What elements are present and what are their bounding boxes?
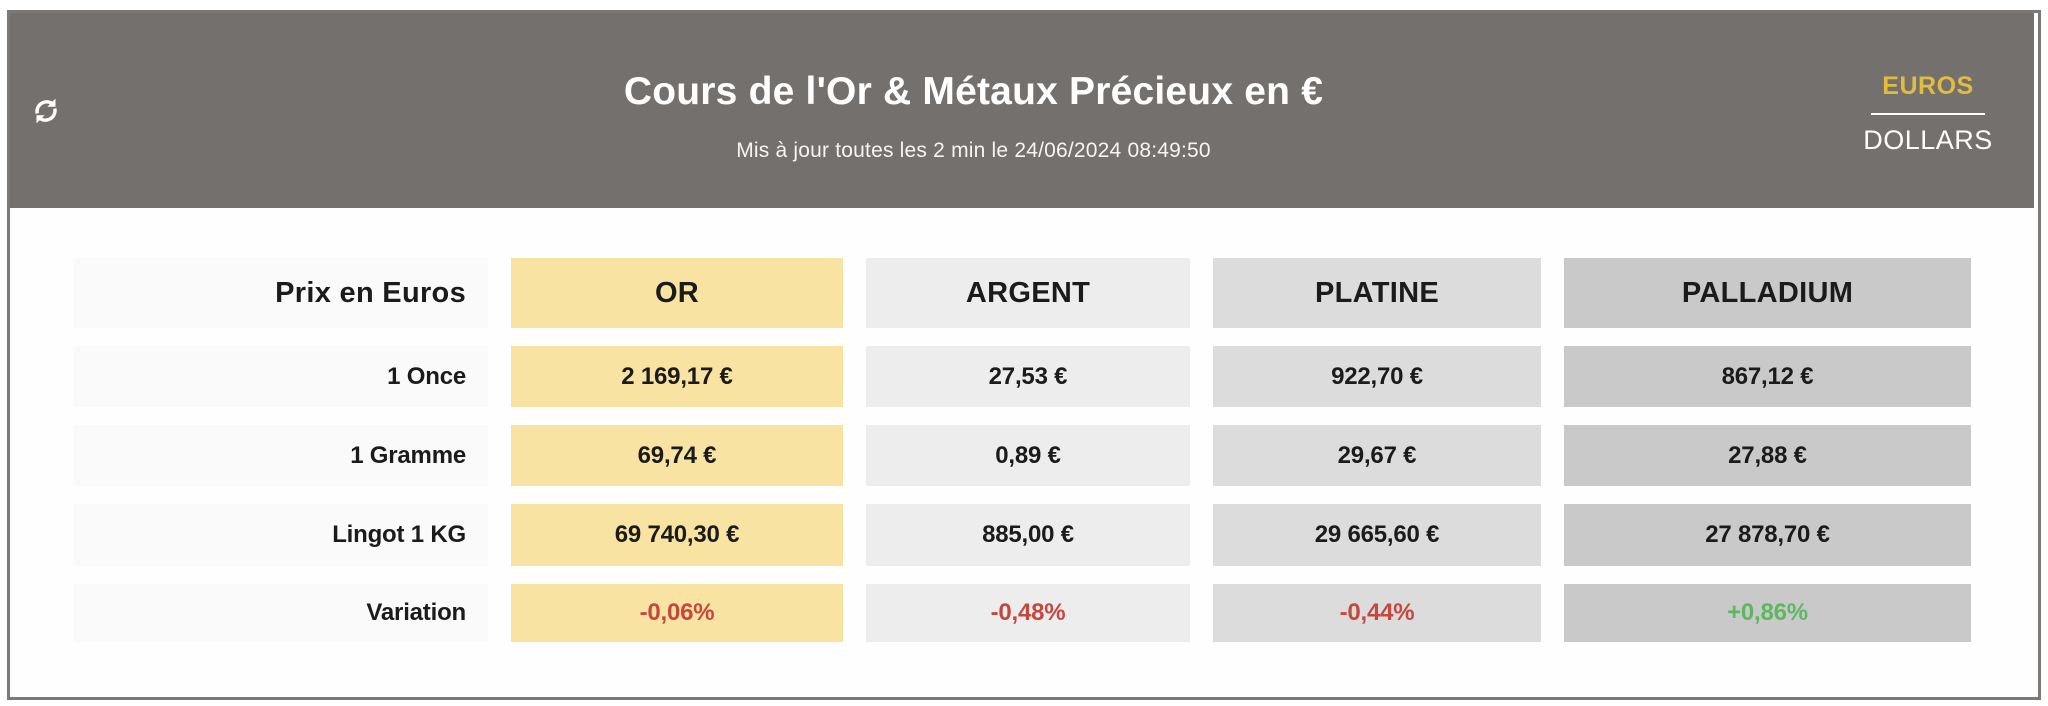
cell-argent-1-gramme: 0,89 € (866, 425, 1190, 486)
cell-palladium-1-gramme: 27,88 € (1564, 425, 1971, 486)
cell-or-1-gramme: 69,74 € (511, 425, 843, 486)
price-widget: Cours de l'Or & Métaux Précieux en € Mis… (7, 10, 2041, 700)
cell-palladium-variation: +0,86% (1564, 584, 1971, 642)
cell-platine-variation: -0,44% (1213, 584, 1541, 642)
currency-option-dollars[interactable]: DOLLARS (1863, 124, 1993, 155)
header-title-block: Cours de l'Or & Métaux Précieux en € Mis… (99, 13, 1848, 208)
header-left-zone (10, 13, 99, 208)
cell-palladium-1-once: 867,12 € (1564, 346, 1971, 407)
cell-palladium-lingot-1kg: 27 878,70 € (1564, 504, 1971, 566)
refresh-button[interactable] (29, 94, 63, 128)
column-header-platine: PLATINE (1213, 258, 1541, 328)
cell-platine-lingot-1kg: 29 665,60 € (1213, 504, 1541, 566)
cell-platine-1-gramme: 29,67 € (1213, 425, 1541, 486)
currency-divider (1871, 112, 1985, 115)
cell-or-variation: -0,06% (511, 584, 843, 642)
cell-or-lingot-1kg: 69 740,30 € (511, 504, 843, 566)
column-header-or: OR (511, 258, 843, 328)
price-table: Prix en Euros OR ARGENT PLATINE PALLADIU… (74, 258, 2038, 642)
column-header-palladium: PALLADIUM (1564, 258, 1971, 328)
currency-option-euros[interactable]: EUROS (1882, 71, 1974, 100)
cell-argent-lingot-1kg: 885,00 € (866, 504, 1190, 566)
row-label-variation: Variation (74, 584, 488, 642)
column-header-argent: ARGENT (866, 258, 1190, 328)
cell-platine-1-once: 922,70 € (1213, 346, 1541, 407)
row-label-1-once: 1 Once (74, 346, 488, 407)
cell-argent-variation: -0,48% (866, 584, 1190, 642)
row-label-lingot-1kg: Lingot 1 KG (74, 504, 488, 566)
refresh-icon (30, 95, 62, 127)
cell-argent-1-once: 27,53 € (866, 346, 1190, 407)
row-label-1-gramme: 1 Gramme (74, 425, 488, 486)
page-title: Cours de l'Or & Métaux Précieux en € (623, 70, 1324, 114)
update-timestamp: Mis à jour toutes les 2 min le 24/06/202… (736, 138, 1211, 162)
header-bar: Cours de l'Or & Métaux Précieux en € Mis… (10, 13, 2034, 208)
cell-or-1-once: 2 169,17 € (511, 346, 843, 407)
corner-label-prix-en-euros: Prix en Euros (74, 258, 488, 328)
currency-toggle: EUROS DOLLARS (1848, 13, 2008, 208)
